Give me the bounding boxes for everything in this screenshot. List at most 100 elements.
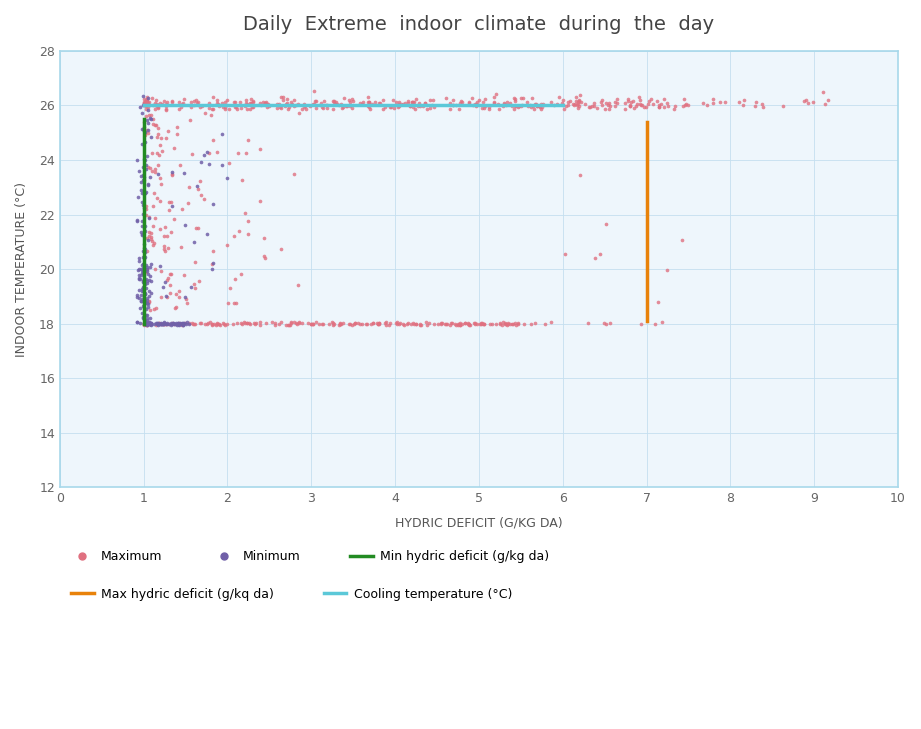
Point (157, 318, 172, 330)
Point (174, 318, 189, 330)
Point (206, 103, 221, 114)
Point (390, 316, 404, 328)
Point (623, 101, 637, 112)
Point (458, 318, 472, 330)
Point (488, 318, 503, 330)
Point (138, 318, 153, 330)
Point (144, 231, 158, 243)
Point (519, 96, 534, 108)
Point (161, 319, 176, 330)
Point (140, 97, 155, 109)
Point (177, 270, 192, 281)
Point (141, 125, 156, 136)
Point (171, 96, 186, 108)
Point (571, 96, 586, 108)
Point (376, 94, 391, 106)
Point (405, 95, 420, 107)
Point (150, 101, 165, 112)
Point (141, 285, 156, 297)
Point (140, 298, 155, 310)
Point (212, 101, 227, 112)
Point (315, 318, 330, 330)
Point (335, 316, 350, 328)
Point (168, 319, 182, 330)
Point (437, 319, 452, 330)
Point (146, 239, 160, 251)
Point (252, 98, 267, 109)
Point (234, 317, 249, 329)
Point (633, 94, 647, 106)
Point (151, 168, 166, 179)
Point (325, 103, 340, 114)
Point (160, 230, 175, 241)
Point (140, 318, 155, 330)
Point (230, 147, 245, 159)
Point (161, 125, 176, 136)
Point (257, 251, 272, 262)
Point (287, 168, 302, 180)
Point (283, 316, 297, 328)
Point (205, 257, 220, 269)
Point (144, 286, 158, 298)
Point (609, 97, 624, 109)
Point (486, 91, 501, 103)
Point (158, 98, 173, 109)
Point (594, 94, 609, 106)
Point (695, 97, 710, 109)
Point (344, 102, 359, 114)
Point (443, 103, 458, 114)
Point (154, 292, 169, 303)
Point (340, 101, 355, 112)
Point (523, 98, 538, 110)
Point (153, 139, 168, 151)
Point (595, 100, 610, 112)
Point (137, 243, 152, 254)
Point (132, 273, 146, 284)
Point (165, 319, 180, 330)
Point (135, 311, 150, 322)
Point (677, 93, 692, 105)
Point (134, 283, 149, 295)
Point (188, 282, 203, 294)
Point (503, 318, 518, 330)
Point (297, 101, 311, 113)
Point (426, 101, 441, 113)
Point (534, 98, 549, 109)
Point (385, 94, 400, 106)
Point (219, 173, 234, 184)
Point (148, 99, 163, 111)
Point (274, 316, 288, 328)
Point (134, 230, 149, 241)
Point (308, 95, 322, 107)
Point (284, 96, 298, 108)
Point (422, 316, 437, 328)
Point (361, 101, 376, 113)
Point (577, 98, 592, 109)
Point (635, 99, 649, 111)
Point (699, 99, 714, 111)
Point (343, 96, 357, 108)
Point (175, 317, 190, 329)
Point (160, 242, 175, 254)
Point (272, 98, 286, 109)
Point (136, 270, 151, 281)
Point (270, 98, 285, 110)
Point (175, 203, 190, 215)
Point (132, 252, 146, 263)
Point (153, 223, 168, 235)
Point (133, 101, 147, 112)
Point (393, 98, 408, 109)
Point (130, 289, 145, 300)
Point (141, 93, 156, 104)
Point (508, 101, 523, 112)
Point (157, 240, 171, 252)
Point (585, 100, 600, 112)
Point (821, 94, 835, 106)
Point (309, 95, 323, 107)
Point (571, 98, 586, 109)
Point (165, 200, 180, 212)
Point (508, 93, 523, 105)
Point (138, 246, 153, 258)
Point (142, 109, 157, 120)
Point (336, 101, 351, 113)
